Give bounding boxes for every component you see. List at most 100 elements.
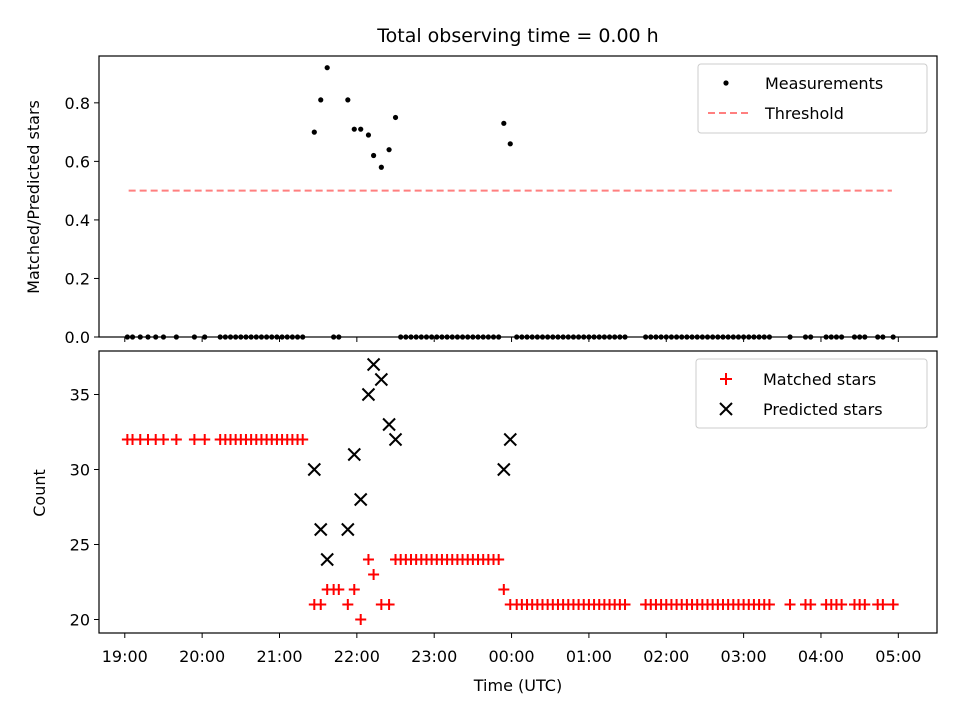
measurement-point [612, 334, 618, 340]
y-tick-label: 0.6 [65, 152, 90, 171]
measurement-point [560, 334, 566, 340]
measurement-point [403, 334, 409, 340]
predicted-stars-point [347, 447, 361, 462]
measurement-point [596, 334, 602, 340]
measurement-point [153, 334, 159, 340]
predicted-stars-point [388, 432, 403, 447]
predicted-stars-point [366, 357, 381, 372]
measurement-point [294, 334, 301, 340]
measurement-point [145, 334, 151, 340]
matched-stars-point [199, 434, 211, 445]
measurement-point [766, 334, 773, 340]
matched-stars-point [355, 614, 367, 625]
x-tick-label: 20:00 [179, 647, 225, 666]
measurement-point [269, 334, 275, 340]
matched-stars-point [383, 599, 395, 610]
measurement-point [475, 334, 481, 340]
matched-stars-point [498, 584, 510, 595]
measurement-point [862, 334, 868, 340]
measurement-point [501, 120, 507, 126]
matched-stars-point [619, 599, 631, 610]
matched-stars-point [362, 554, 374, 565]
measurement-point [459, 334, 466, 340]
measurement-point [570, 334, 577, 340]
predicted-stars-point [307, 462, 322, 477]
measurement-point [851, 334, 858, 340]
measurement-point [514, 334, 520, 340]
x-tick-label: 19:00 [102, 647, 148, 666]
measurement-point [124, 334, 130, 340]
bottom-panel-frame [98, 350, 938, 634]
measurement-point [274, 334, 280, 340]
measurement-point [828, 334, 834, 340]
predicted-stars-point [497, 462, 511, 477]
measurement-point [550, 334, 556, 340]
bottom-marks [121, 357, 899, 625]
measurement-point [408, 334, 414, 340]
measurement-point [761, 334, 767, 340]
matched-stars-point [297, 434, 309, 445]
x-tick-label: 01:00 [566, 647, 612, 666]
x-tick-label: 23:00 [411, 647, 457, 666]
measurement-point [643, 334, 649, 340]
measurement-point [524, 334, 530, 340]
bottom-x-ticks: 19:00 20:00 21:00 22:00 23:00 00:00 01:00 02:00… [102, 633, 921, 666]
measurement-point [470, 334, 476, 340]
measurement-point [336, 334, 342, 340]
x-tick-label: 21:00 [256, 647, 302, 666]
predicted-stars-point [354, 492, 368, 507]
measurement-point [833, 334, 840, 340]
measurement-point [746, 334, 752, 340]
measurement-point [324, 65, 330, 71]
measurement-point [496, 334, 502, 340]
measurement-point [689, 334, 695, 340]
measurement-point [519, 334, 525, 340]
matched-stars-point [805, 599, 817, 610]
measurement-point [480, 334, 486, 340]
measurement-point [485, 334, 491, 340]
legend-marker-predicted [719, 402, 733, 416]
measurement-point [217, 334, 223, 340]
measurement-point [358, 126, 364, 132]
measurement-point [586, 334, 592, 340]
predicted-stars-point [374, 372, 389, 387]
top-legend-box [697, 63, 928, 134]
measurement-point [653, 334, 659, 340]
measurement-point [668, 334, 675, 340]
measurement-point [648, 334, 654, 340]
measurement-point [529, 334, 535, 340]
measurement-point [258, 334, 265, 340]
measurement-point [202, 334, 208, 340]
matched-stars-point [493, 554, 505, 565]
top-marks [124, 65, 896, 340]
measurement-point [318, 97, 324, 103]
measurement-point [787, 334, 793, 340]
measurement-point [434, 334, 440, 340]
measurement-point [253, 334, 259, 340]
matched-stars-point [315, 599, 327, 610]
measurement-point [191, 334, 198, 340]
y-tick-label: 35 [70, 386, 90, 405]
measurement-point [129, 334, 136, 340]
measurement-point [555, 334, 561, 340]
measurement-point [534, 334, 540, 340]
measurement-point [601, 334, 607, 340]
measurement-point [398, 334, 404, 340]
measurement-point [449, 334, 455, 340]
measurement-point [658, 334, 664, 340]
legend-label-measurements: Measurements [765, 74, 883, 93]
measurement-point [581, 334, 587, 340]
top-panel: Total observing time = 0.00 h Matched/Pr… [24, 25, 938, 347]
matched-stars-point [348, 584, 360, 595]
matched-stars-point [763, 599, 775, 610]
measurement-point [365, 132, 372, 138]
measurement-point [890, 334, 896, 340]
y-tick-label: 0.8 [65, 94, 90, 113]
measurement-point [264, 334, 270, 340]
matched-stars-point [887, 599, 899, 610]
measurement-point [233, 334, 239, 340]
x-tick-label: 04:00 [798, 647, 844, 666]
measurement-point [137, 334, 143, 340]
measurement-point [802, 334, 809, 340]
